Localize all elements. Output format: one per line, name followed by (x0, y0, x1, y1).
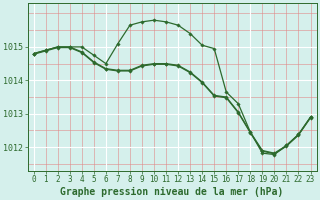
X-axis label: Graphe pression niveau de la mer (hPa): Graphe pression niveau de la mer (hPa) (60, 186, 284, 197)
